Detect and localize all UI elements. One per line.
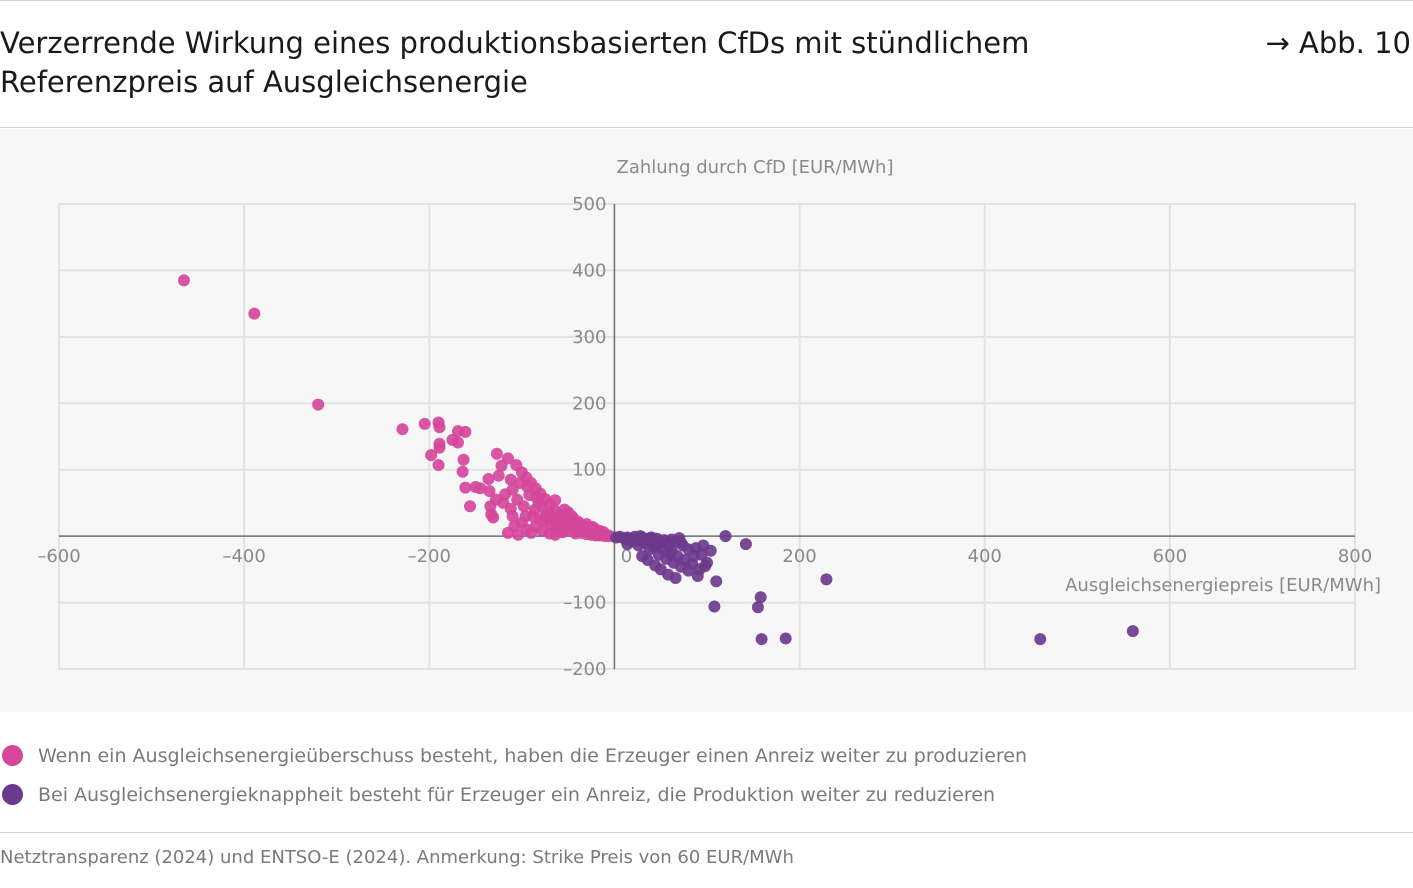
data-point-surplus	[492, 469, 505, 482]
chart-title: Verzerrende Wirkung eines produktionsbas…	[0, 26, 1030, 99]
data-point-shortage	[710, 575, 723, 588]
data-point-surplus	[501, 452, 514, 465]
data-point-surplus	[504, 473, 517, 486]
data-point-shortage	[1126, 625, 1139, 638]
data-point-surplus	[457, 453, 470, 466]
y-axis-label: Zahlung durch CfD [EUR/MWh]	[617, 157, 894, 178]
data-point-surplus	[482, 473, 495, 486]
data-point-shortage	[699, 560, 712, 573]
chart-panel	[0, 129, 1413, 712]
data-point-surplus	[432, 459, 445, 472]
data-point-surplus	[433, 441, 446, 454]
top-rule	[0, 0, 1413, 1]
data-point-shortage	[820, 573, 833, 586]
legend-marker-purple	[2, 784, 23, 805]
data-point-surplus	[556, 518, 569, 531]
data-point-surplus	[549, 494, 562, 507]
tick-labels: –600 –400 –200 0 200 400 600 800 –200 –100 100 200 3…	[37, 194, 1372, 680]
data-point-shortage	[754, 591, 767, 604]
data-point-shortage	[755, 633, 768, 646]
grid-lines	[58, 203, 1356, 670]
data-points	[177, 274, 1139, 646]
y-tick-label: 500	[572, 194, 606, 215]
x-tick-label: –200	[408, 546, 451, 567]
x-axis-label: Ausgleichsenergiepreis [EUR/MWh]	[1065, 575, 1381, 596]
data-point-shortage	[665, 544, 678, 557]
data-point-surplus	[312, 398, 325, 411]
data-point-shortage	[704, 544, 717, 557]
x-tick-label: –400	[222, 546, 265, 567]
data-point-shortage	[691, 570, 704, 582]
legend-label-surplus: Wenn ein Ausgleichsenergieüberschuss bes…	[38, 745, 1028, 767]
data-point-surplus	[451, 436, 464, 449]
figure-reference[interactable]: → Abb. 10	[1265, 26, 1411, 60]
data-point-shortage	[634, 530, 647, 543]
x-tick-label: 600	[1153, 546, 1187, 567]
data-point-shortage	[695, 548, 708, 561]
scatter-chart: –600 –400 –200 0 200 400 600 800 –200 –100 100 200 3…	[37, 157, 1381, 680]
y-tick-label: 200	[572, 393, 606, 414]
data-point-shortage	[1034, 633, 1047, 646]
data-point-shortage	[649, 538, 662, 551]
data-point-surplus	[519, 510, 532, 523]
x-tick-label: 800	[1338, 546, 1372, 567]
data-point-surplus	[508, 520, 521, 533]
data-point-shortage	[739, 538, 752, 551]
data-point-surplus	[456, 465, 469, 478]
data-point-surplus	[459, 425, 472, 438]
x-tick-label: 200	[782, 546, 816, 567]
data-point-shortage	[708, 600, 721, 613]
legend-label-shortage: Bei Ausgleichsenergieknappheit besteht f…	[38, 784, 995, 806]
data-point-surplus	[396, 423, 409, 436]
data-point-shortage	[676, 539, 689, 552]
data-point-surplus	[248, 307, 261, 320]
x-tick-label: 400	[968, 546, 1002, 567]
data-point-surplus	[177, 274, 190, 287]
data-point-surplus	[521, 480, 534, 493]
data-point-surplus	[536, 500, 549, 513]
data-point-surplus	[425, 449, 438, 462]
data-point-surplus	[506, 510, 519, 523]
data-point-shortage	[719, 530, 732, 543]
source-note: Netztransparenz (2024) und ENTSO-E (2024…	[0, 847, 794, 868]
y-tick-label: 100	[572, 460, 606, 481]
data-point-surplus	[489, 493, 502, 506]
data-point-surplus	[418, 417, 431, 430]
data-point-surplus	[530, 491, 543, 504]
data-point-surplus	[593, 524, 606, 537]
data-point-surplus	[543, 510, 556, 523]
data-point-shortage	[779, 632, 792, 645]
data-point-surplus	[459, 481, 472, 494]
data-point-surplus	[567, 512, 580, 525]
y-tick-label: 300	[572, 327, 606, 348]
plot-frame	[58, 203, 1356, 670]
data-point-surplus	[474, 482, 487, 495]
data-point-surplus	[490, 447, 503, 460]
data-point-shortage	[682, 564, 695, 577]
x-tick-label: 0	[621, 546, 632, 567]
y-tick-label: –100	[563, 593, 606, 614]
data-point-shortage	[669, 571, 682, 584]
data-point-surplus	[487, 511, 500, 524]
data-point-shortage	[623, 534, 636, 547]
data-point-surplus	[433, 421, 446, 434]
legend-marker-pink	[2, 745, 23, 766]
axes	[59, 204, 1355, 669]
y-tick-label: 400	[572, 260, 606, 281]
data-point-surplus	[464, 500, 477, 513]
x-tick-label: –600	[37, 546, 80, 567]
y-tick-label: –200	[563, 659, 606, 680]
data-point-shortage	[751, 601, 764, 614]
data-point-surplus	[517, 500, 530, 513]
data-point-surplus	[483, 484, 496, 497]
footer-rule	[0, 832, 1413, 833]
title-rule	[0, 127, 1413, 128]
